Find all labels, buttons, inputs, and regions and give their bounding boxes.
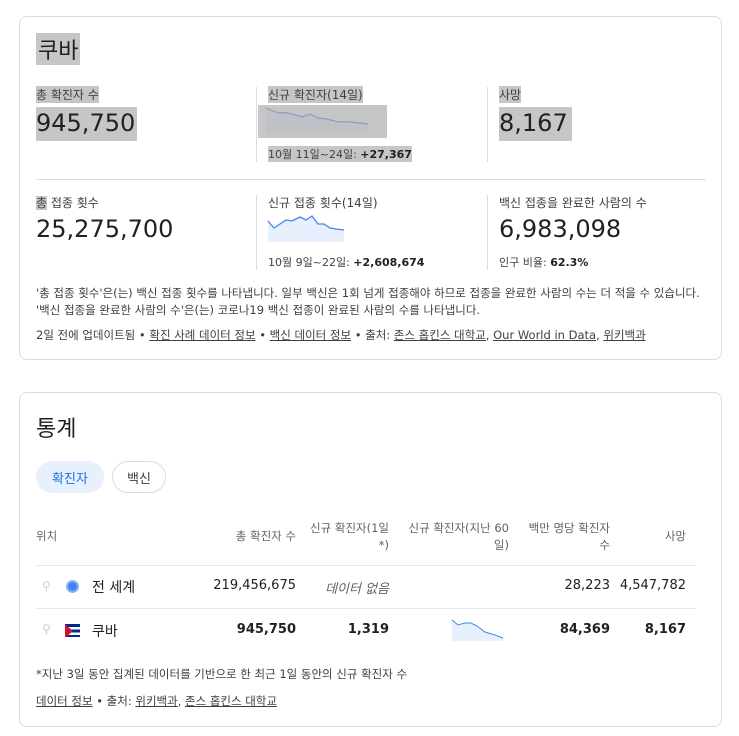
total-cases-label: 총 확진자 수 <box>36 86 99 103</box>
col-60days: 신규 확진자(지난 60일) <box>408 521 510 552</box>
total-cases: 219,456,675 <box>213 578 296 593</box>
stats-sources: 데이터 정보 • 출처: 위키백과, 존스 홉킨스 대학교 <box>36 694 277 708</box>
total-doses-label: 총 접종 횟수 <box>36 196 99 210</box>
col-per-million: 백만 명당 확진자 수 <box>528 521 610 552</box>
deaths-value: 8,167 <box>499 107 572 141</box>
new-doses-sparkline <box>266 213 372 247</box>
vaccine-note: '총 접종 횟수'은(는) 백신 접종 횟수를 나타냅니다. 일부 백신은 1회… <box>36 286 700 317</box>
total-cases: 945,750 <box>236 622 296 637</box>
per-million: 28,223 <box>564 578 611 593</box>
source-jhu-link[interactable]: 존스 홉킨스 대학교 <box>393 328 486 342</box>
new-cases-label: 신규 확진자(14일) <box>268 86 363 103</box>
case-data-info-link[interactable]: 확진 사례 데이터 정보 <box>149 328 256 342</box>
vaccinated-label: 백신 접종을 완료한 사람의 수 <box>499 196 647 210</box>
source-wikipedia-link[interactable]: 위키백과 <box>603 328 646 342</box>
deaths: 8,167 <box>644 622 686 637</box>
new-cases: 1,319 <box>347 622 389 637</box>
location-name[interactable]: 전 세계 <box>92 580 136 596</box>
country-title: 쿠바 <box>36 33 81 65</box>
new-cases: 데이터 없음 <box>325 582 389 597</box>
stats-title: 통계 <box>36 417 77 442</box>
source-jhu-link[interactable]: 존스 홉킨스 대학교 <box>185 694 277 708</box>
col-deaths: 사망 <box>664 529 686 543</box>
footnote: *지난 3일 동안 집계된 데이터를 기반으로 한 최근 1일 동안의 신규 확… <box>36 667 408 681</box>
pin-icon[interactable]: ⚲ <box>42 622 51 636</box>
total-cases-value: 945,750 <box>36 107 138 141</box>
location-name[interactable]: 쿠바 <box>92 624 118 640</box>
col-new: 신규 확진자(1일*) <box>310 521 389 552</box>
new-doses-label: 신규 접종 횟수(14일) <box>268 196 378 210</box>
pin-icon[interactable]: ⚲ <box>42 579 51 593</box>
new-doses-range: 10월 9일~22일: +2,608,674 <box>268 256 425 269</box>
cuba-flag-icon <box>65 623 80 637</box>
new-cases-sparkline <box>258 105 387 138</box>
deaths: 4,547,782 <box>619 578 686 593</box>
tab-vaccine[interactable]: 백신 <box>112 461 166 493</box>
population-ratio: 인구 비율: 62.3% <box>499 256 589 269</box>
tab-cases[interactable]: 확진자 <box>36 461 104 493</box>
vaccinated-value: 6,983,098 <box>499 215 622 243</box>
new-cases-range: 10월 11일~24일: +27,367 <box>268 146 412 162</box>
globe-icon <box>66 580 79 593</box>
vaccine-data-info-link[interactable]: 백신 데이터 정보 <box>269 328 352 342</box>
data-info-link[interactable]: 데이터 정보 <box>36 694 93 708</box>
stats-card: 통계 확진자 백신 위치 총 확진자 수 신규 확진자(1일*) 신규 확진자(… <box>19 392 722 727</box>
overview-card: 쿠바 총 확진자 수 945,750 신규 확진자(14일) 10월 11일~2… <box>19 16 722 360</box>
source-owid-link[interactable]: Our World in Data <box>493 328 597 342</box>
col-total: 총 확진자 수 <box>235 529 296 543</box>
sources-line: 2일 전에 업데이트됨 • 확진 사례 데이터 정보 • 백신 데이터 정보 •… <box>36 328 646 342</box>
col-location: 위치 <box>36 529 58 543</box>
source-wikipedia-link[interactable]: 위키백과 <box>135 694 178 708</box>
sixty-day-sparkline <box>451 619 505 645</box>
total-doses-value: 25,275,700 <box>36 215 174 243</box>
per-million: 84,369 <box>559 622 610 637</box>
deaths-label: 사망 <box>499 86 522 103</box>
